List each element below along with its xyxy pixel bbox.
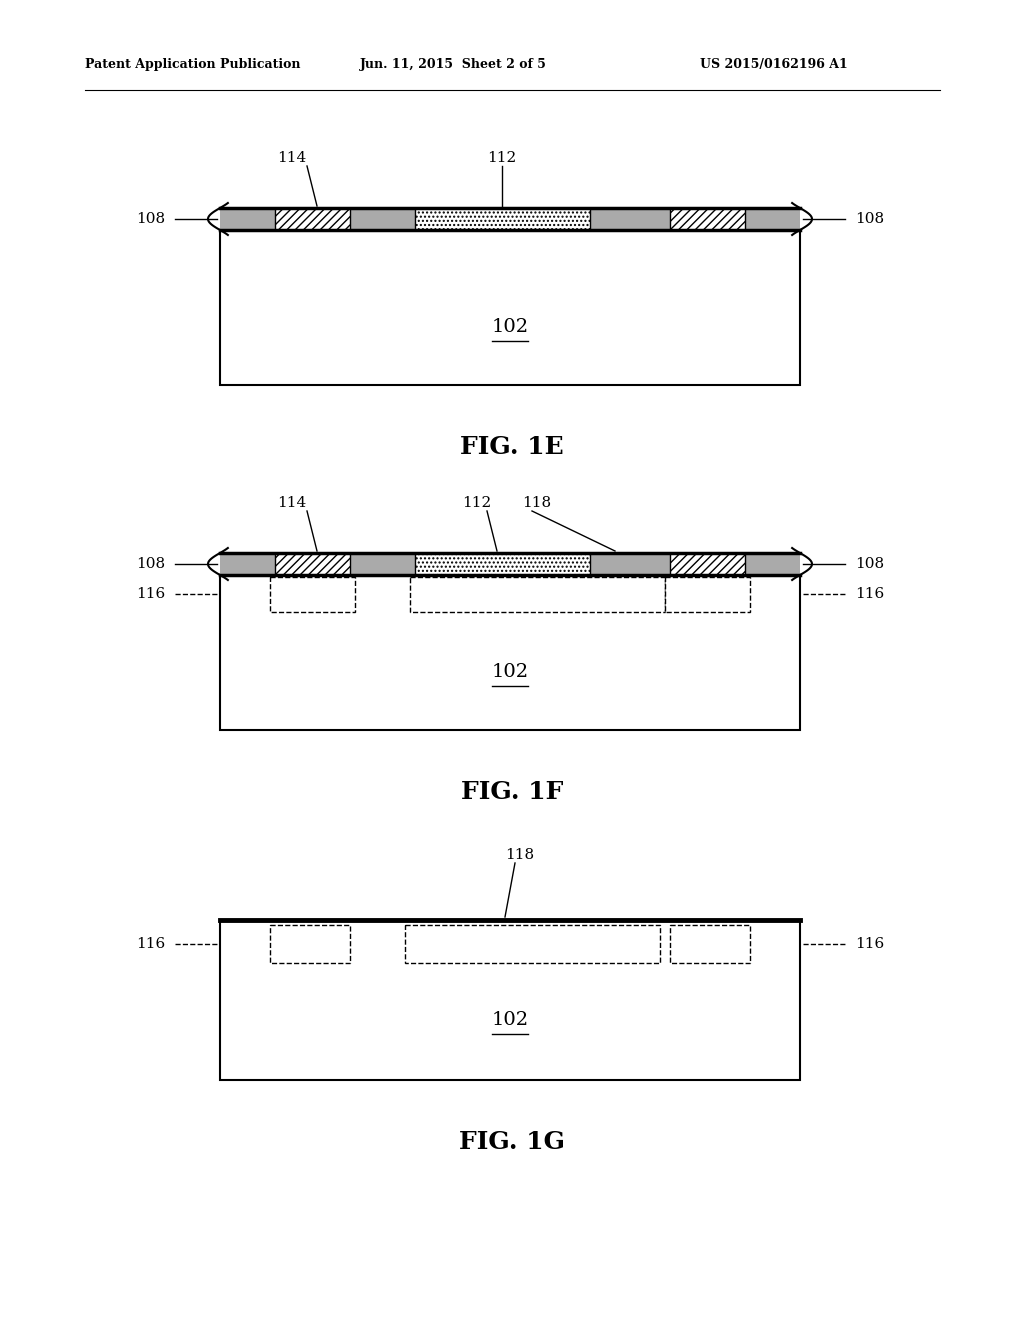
Bar	[410, 577, 665, 612]
Text: FIG. 1G: FIG. 1G	[459, 1130, 565, 1154]
Text: 116: 116	[136, 937, 165, 950]
Text: 114: 114	[278, 496, 306, 510]
Text: 116: 116	[136, 587, 165, 601]
Bar	[406, 925, 660, 964]
Text: 102: 102	[492, 1011, 528, 1030]
Bar	[415, 553, 590, 576]
Bar	[220, 230, 800, 385]
Text: FIG. 1E: FIG. 1E	[460, 436, 564, 459]
Bar	[670, 925, 750, 964]
Text: Patent Application Publication: Patent Application Publication	[85, 58, 300, 71]
Text: 118: 118	[522, 496, 552, 510]
Bar	[415, 209, 590, 230]
Text: 108: 108	[136, 557, 165, 572]
Text: 108: 108	[136, 213, 165, 226]
Text: 116: 116	[855, 937, 885, 950]
Text: 102: 102	[492, 318, 528, 337]
Bar	[670, 553, 745, 576]
Text: 118: 118	[506, 847, 535, 862]
Bar	[275, 209, 350, 230]
Bar	[220, 209, 800, 230]
Text: 108: 108	[855, 213, 884, 226]
Bar	[220, 553, 800, 576]
Bar	[270, 925, 350, 964]
Bar	[270, 577, 355, 612]
Text: 112: 112	[463, 496, 492, 510]
Text: FIG. 1F: FIG. 1F	[461, 780, 563, 804]
Bar	[220, 920, 800, 1080]
Text: Jun. 11, 2015  Sheet 2 of 5: Jun. 11, 2015 Sheet 2 of 5	[360, 58, 547, 71]
Text: 112: 112	[487, 150, 517, 165]
Text: 114: 114	[278, 150, 306, 165]
Text: 108: 108	[855, 557, 884, 572]
Bar	[275, 553, 350, 576]
Bar	[220, 576, 800, 730]
Bar	[665, 577, 750, 612]
Text: US 2015/0162196 A1: US 2015/0162196 A1	[700, 58, 848, 71]
Bar	[670, 209, 745, 230]
Text: 116: 116	[855, 587, 885, 601]
Text: 102: 102	[492, 663, 528, 681]
